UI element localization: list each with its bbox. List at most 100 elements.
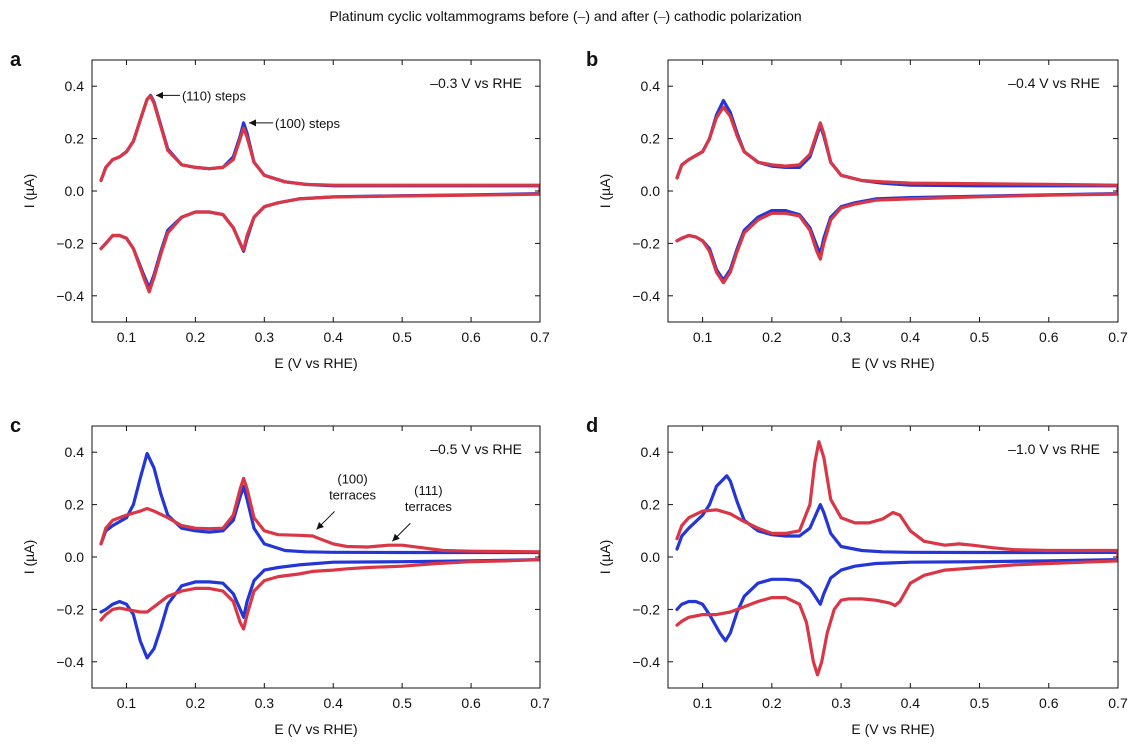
- y-tick-label: −0.4: [632, 654, 660, 670]
- y-tick-label: 0.2: [641, 497, 661, 513]
- y-tick-label: −0.4: [632, 288, 660, 304]
- title-suffix: ) cathodic polarization: [665, 8, 802, 24]
- x-tick-label: 0.2: [186, 329, 206, 345]
- figure-title: Platinum cyclic voltammograms before (–)…: [0, 8, 1131, 24]
- series-line-after: [675, 440, 1118, 677]
- plot-frame: [667, 425, 1119, 689]
- annotation-label-line1: (100): [337, 471, 367, 486]
- x-axis-label: E (V vs RHE): [851, 721, 934, 737]
- y-tick-label: 0.4: [641, 444, 661, 460]
- y-tick-label: 0.2: [641, 131, 661, 147]
- y-axis-label: I (µA): [21, 174, 37, 209]
- annotation-label-line2: terraces: [329, 487, 376, 502]
- panel-c: c 0.1 0.2 0.3 0.4 0.5 0.6 0.7 −0.4 −0.2 0.0 0.2 0.4 E…: [10, 415, 550, 737]
- y-tick-label: 0.2: [65, 497, 85, 513]
- x-tick-label: 0.3: [831, 329, 851, 345]
- series-line-before: [675, 474, 1118, 643]
- annotation-arrowhead: [316, 521, 324, 530]
- x-tick-label: 0.1: [117, 329, 137, 345]
- x-tick-label: 0.7: [1108, 329, 1128, 345]
- x-tick-label: 0.4: [323, 695, 343, 711]
- y-tick-label: 0.2: [65, 131, 85, 147]
- annotation-label-line1: (111): [414, 483, 442, 498]
- title-middle: ) and after (: [585, 8, 658, 24]
- y-tick-label: 0.4: [65, 444, 85, 460]
- annotation-arrowhead: [155, 91, 163, 99]
- y-tick-label: −0.2: [632, 601, 660, 617]
- x-tick-label: 0.3: [255, 695, 275, 711]
- x-tick-label: 0.3: [831, 695, 851, 711]
- annotation-arrowhead: [249, 119, 257, 127]
- plot-frame: [667, 59, 1119, 323]
- title-prefix: Platinum cyclic voltammograms before (: [329, 8, 578, 24]
- series-line-before: [675, 99, 1118, 282]
- x-tick-label: 0.6: [1039, 329, 1059, 345]
- condition-label: –0.4 V vs RHE: [1008, 75, 1100, 91]
- series-line-after: [99, 476, 540, 631]
- y-tick-label: −0.2: [56, 601, 84, 617]
- y-tick-label: 0.0: [641, 183, 661, 199]
- series-group: [675, 99, 1118, 285]
- y-tick-label: −0.4: [56, 654, 84, 670]
- x-tick-label: 0.5: [970, 329, 990, 345]
- x-tick-label: 0.4: [901, 695, 921, 711]
- after-legend-dash: –: [657, 8, 666, 24]
- panel-letter: d: [586, 415, 598, 437]
- panel-letter: b: [586, 49, 598, 71]
- series-line-after: [675, 105, 1118, 285]
- x-tick-label: 0.4: [323, 329, 343, 345]
- x-axis-label: E (V vs RHE): [274, 721, 357, 737]
- series-group: [99, 93, 540, 294]
- x-tick-label: 0.4: [901, 329, 921, 345]
- annotation-label: (100) steps: [275, 116, 341, 131]
- x-tick-label: 0.5: [392, 695, 412, 711]
- series-group: [675, 440, 1118, 677]
- x-tick-label: 0.1: [693, 695, 713, 711]
- x-axis-label: E (V vs RHE): [851, 355, 934, 371]
- y-tick-label: 0.0: [65, 549, 85, 565]
- y-tick-label: −0.2: [56, 235, 84, 251]
- x-tick-label: 0.3: [255, 329, 275, 345]
- series-line-before: [99, 451, 540, 660]
- x-tick-label: 0.2: [762, 695, 782, 711]
- panel-letter: c: [10, 415, 21, 437]
- x-tick-label: 0.2: [186, 695, 206, 711]
- series-line-after: [99, 94, 540, 294]
- panel-a: a 0.1 0.2 0.3 0.4 0.5 0.6 0.7 −0.4 −0.2 0.0 0.2 0.4 E…: [10, 49, 550, 371]
- x-tick-label: 0.2: [762, 329, 782, 345]
- plot-frame: [91, 59, 541, 323]
- y-tick-label: −0.4: [56, 288, 84, 304]
- condition-label: –1.0 V vs RHE: [1008, 441, 1100, 457]
- x-tick-label: 0.1: [117, 695, 137, 711]
- panel-d: d 0.1 0.2 0.3 0.4 0.5 0.6 0.7 −0.4 −0.2 0.0 0.2 0.4 E…: [586, 415, 1128, 737]
- before-legend-dash: –: [577, 8, 586, 24]
- x-tick-label: 0.7: [1108, 695, 1128, 711]
- y-tick-label: −0.2: [632, 235, 660, 251]
- x-tick-label: 0.5: [970, 695, 990, 711]
- x-tick-label: 0.6: [461, 329, 481, 345]
- panel-b: b 0.1 0.2 0.3 0.4 0.5 0.6 0.7 −0.4 −0.2 0.0 0.2 0.4 E…: [586, 49, 1128, 371]
- x-axis-label: E (V vs RHE): [274, 355, 357, 371]
- y-tick-label: 0.4: [65, 78, 85, 94]
- y-tick-label: 0.0: [641, 549, 661, 565]
- annotation-arrowhead: [392, 533, 400, 542]
- y-axis-label: I (µA): [597, 540, 613, 575]
- y-tick-label: 0.4: [641, 78, 661, 94]
- x-tick-label: 0.6: [461, 695, 481, 711]
- y-tick-label: 0.0: [65, 183, 85, 199]
- plot-frame: [91, 425, 541, 689]
- panel-letter: a: [10, 49, 22, 71]
- y-axis-label: I (µA): [21, 540, 37, 575]
- x-tick-label: 0.1: [693, 329, 713, 345]
- condition-label: –0.5 V vs RHE: [430, 441, 522, 457]
- condition-label: –0.3 V vs RHE: [430, 75, 522, 91]
- annotation-label: (110) steps: [182, 88, 247, 103]
- series-group: [99, 451, 540, 660]
- x-tick-label: 0.7: [530, 695, 550, 711]
- x-tick-label: 0.5: [392, 329, 412, 345]
- y-axis-label: I (µA): [597, 174, 613, 209]
- annotation-label-line2: terraces: [405, 499, 452, 514]
- x-tick-label: 0.6: [1039, 695, 1059, 711]
- x-tick-label: 0.7: [530, 329, 550, 345]
